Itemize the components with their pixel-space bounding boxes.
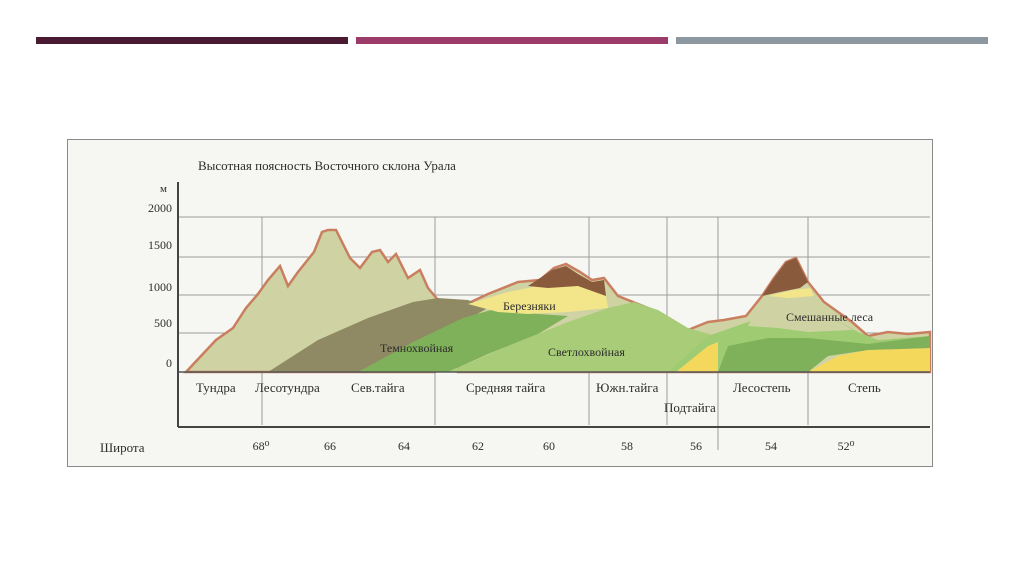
latitude-66: 66 bbox=[324, 439, 336, 453]
accent-bar-dark bbox=[36, 37, 348, 44]
accent-bar-gray bbox=[676, 37, 988, 44]
mixed-forest-belt bbox=[748, 296, 853, 332]
latitude-label: Широта bbox=[100, 440, 145, 455]
mixed-forest-label: Смешанные леса bbox=[786, 310, 874, 324]
zone-forest-tundra: Лесотундра bbox=[255, 380, 320, 395]
zone-northern-taiga: Сев.тайга bbox=[351, 380, 405, 395]
diagram-title: Высотная поясность Восточного склона Ура… bbox=[198, 158, 456, 173]
altitude-tick-1500: 1500 bbox=[148, 238, 172, 252]
accent-bar-magenta bbox=[356, 37, 668, 44]
steppe-yellow bbox=[808, 348, 930, 372]
altitudinal-zonation-diagram: Высотная поясность Восточного склона Ура… bbox=[100, 158, 932, 455]
mountain-top-mid bbox=[528, 266, 606, 296]
zone-tundra: Тундра bbox=[196, 380, 236, 395]
forest-steppe-yellow bbox=[676, 342, 718, 372]
latitude-58: 58 bbox=[621, 439, 633, 453]
altitude-tick-500: 500 bbox=[154, 316, 172, 330]
birch-belt bbox=[468, 282, 608, 314]
altitude-tick-2000: 2000 bbox=[148, 201, 172, 215]
light-conifer-belt bbox=[448, 302, 738, 372]
altitude-tick-1000: 1000 bbox=[148, 280, 172, 294]
birch-label: Березняки bbox=[503, 299, 556, 313]
birch-south bbox=[768, 288, 814, 298]
altitude-unit: м bbox=[160, 183, 167, 195]
zone-southern-taiga: Южн.тайга bbox=[596, 380, 659, 395]
dark-conifer-label: Темнохвойная bbox=[380, 341, 454, 355]
latitude-54: 54 bbox=[765, 439, 777, 453]
dark-conifer-green bbox=[358, 308, 568, 372]
zone-steppe: Степь bbox=[848, 380, 881, 395]
zone-forest-steppe: Лесостепь bbox=[733, 380, 791, 395]
zone-middle-taiga: Средняя тайга bbox=[466, 380, 545, 395]
dark-conifer-brown bbox=[268, 298, 488, 372]
altitudinal-zonation-figure: Высотная поясность Восточного склона Ура… bbox=[67, 139, 933, 467]
zone-subtaiga: Подтайга bbox=[664, 400, 716, 415]
latitude-68: 68⁰ bbox=[253, 439, 270, 453]
steppe-green bbox=[718, 336, 930, 372]
light-conifer-label: Светлохвойная bbox=[548, 345, 625, 359]
altitude-tick-0: 0 bbox=[166, 356, 172, 370]
latitude-52: 52⁰ bbox=[838, 439, 855, 453]
mountain-top-south bbox=[762, 258, 808, 296]
latitude-56: 56 bbox=[690, 439, 702, 453]
latitude-64: 64 bbox=[398, 439, 410, 453]
latitude-62: 62 bbox=[472, 439, 484, 453]
latitude-60: 60 bbox=[543, 439, 555, 453]
